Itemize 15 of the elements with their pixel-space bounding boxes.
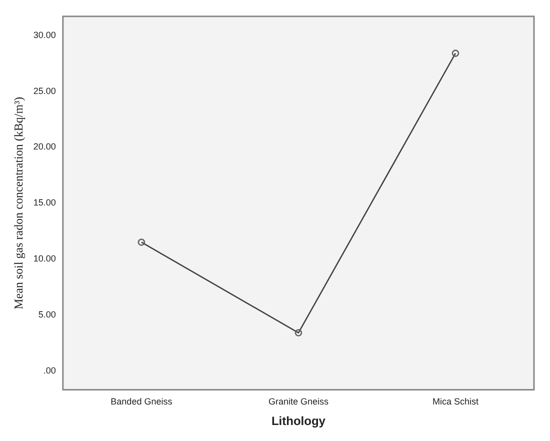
y-tick-label: 5.00 bbox=[38, 309, 56, 320]
point bbox=[452, 50, 460, 57]
y-tick-label: 15.00 bbox=[33, 198, 56, 208]
y-tick-label: 25.00 bbox=[33, 86, 56, 96]
y-tick-label: 30.00 bbox=[33, 30, 56, 40]
point bbox=[138, 238, 146, 246]
y-axis-title: Mean soil gas radon concentration (kBq/m³) bbox=[11, 96, 26, 310]
point bbox=[294, 329, 302, 336]
x-tick-label: Granite Gneiss bbox=[268, 396, 329, 407]
y-tick-label: 10.00 bbox=[33, 253, 56, 264]
x-tick-label: Banded Gneiss bbox=[110, 396, 173, 407]
x-axis-title: Lithology bbox=[271, 414, 326, 428]
y-tick-label: .00 bbox=[43, 365, 56, 376]
y-tick-label: 20.00 bbox=[33, 142, 56, 152]
x-tick-label: Mica Schist bbox=[432, 396, 479, 407]
